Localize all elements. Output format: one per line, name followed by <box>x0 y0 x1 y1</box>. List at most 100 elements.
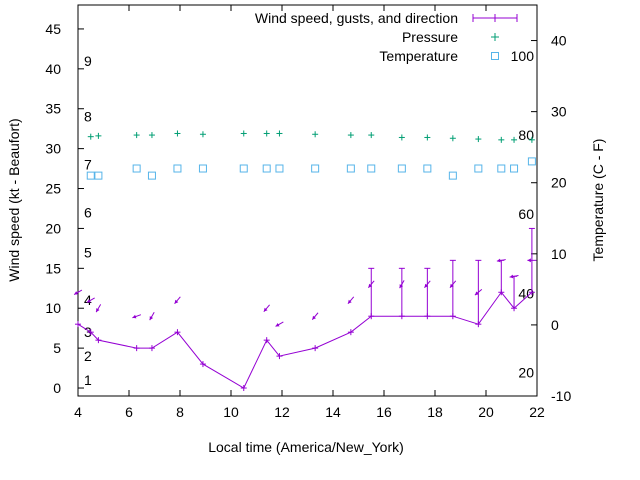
wind-speed-line <box>77 291 533 389</box>
wind-speed-point <box>475 321 482 328</box>
wind-speed-point <box>347 329 354 336</box>
wind-direction-arrow <box>509 274 519 279</box>
beaufort-label: 7 <box>84 157 92 173</box>
left-tick-label: 20 <box>45 220 61 236</box>
pressure-point <box>240 130 247 137</box>
right-tick-label: 20 <box>551 175 567 191</box>
wind-direction-arrow <box>95 304 102 313</box>
pressure-point <box>368 132 375 139</box>
wind-speed-point <box>148 345 155 352</box>
wind-direction-arrows <box>73 258 537 327</box>
x-tick-label: 8 <box>176 404 184 420</box>
left-tick-label: 45 <box>45 21 61 37</box>
legend-swatch-wind <box>472 14 518 22</box>
legend-label-wind: Wind speed, gusts, and direction <box>255 10 458 26</box>
pressure-point <box>498 136 505 143</box>
wind-direction-arrow <box>347 296 355 305</box>
temperature-point <box>262 164 271 173</box>
legend-label-temperature: Temperature <box>379 48 458 64</box>
x-tick-label: 14 <box>325 404 341 420</box>
wind-direction-arrow <box>174 296 181 305</box>
x-tick-label: 4 <box>74 404 82 420</box>
pressure-point <box>449 135 456 142</box>
fahrenheit-label: 40 <box>518 286 534 302</box>
x-tick-label: 22 <box>529 404 545 420</box>
wind-speed-point <box>174 329 181 336</box>
left-tick-label: 5 <box>53 340 61 356</box>
temperature-point <box>346 164 355 173</box>
wind-speed-point <box>75 321 81 328</box>
pressure-series <box>87 130 535 143</box>
wind-direction-arrow <box>275 321 284 327</box>
wind-speed-point <box>498 289 505 296</box>
temperature-point <box>86 171 95 180</box>
beaufort-label: 1 <box>84 372 92 388</box>
wind-direction-arrow <box>424 280 431 289</box>
wind-direction-arrow <box>399 280 405 289</box>
pressure-point <box>424 134 431 141</box>
legend-label-pressure: Pressure <box>402 29 458 45</box>
temperature-point <box>239 164 248 173</box>
wind-direction-arrow <box>86 297 95 303</box>
left-tick-label: 10 <box>45 300 61 316</box>
fahrenheit-scale-labels: 20 40 60 80 100 <box>511 48 535 380</box>
temperature-series <box>86 157 536 180</box>
temperature-point <box>173 164 182 173</box>
wind-direction-arrow <box>149 312 155 321</box>
wind-speed-point <box>240 385 247 392</box>
left-tick-label: 30 <box>45 141 61 157</box>
left-tick-label: 40 <box>45 61 61 77</box>
legend-swatch-pressure <box>491 33 499 41</box>
temperature-point <box>132 164 141 173</box>
wind-direction-arrow <box>132 314 142 319</box>
left-axis-ticks: 0 5 10 15 20 25 30 35 40 45 <box>45 21 84 396</box>
pressure-point <box>347 132 354 139</box>
wind-speed-point <box>87 329 94 336</box>
beaufort-label: 2 <box>84 348 92 364</box>
temperature-point <box>474 164 483 173</box>
temperature-point <box>275 164 284 173</box>
pressure-point <box>528 136 535 143</box>
wind-direction-arrow <box>73 289 83 295</box>
temperature-point <box>448 171 457 180</box>
right-tick-label: 30 <box>551 104 567 120</box>
beaufort-label: 8 <box>84 109 92 125</box>
pressure-point <box>511 136 518 143</box>
pressure-point <box>398 134 405 141</box>
legend: Wind speed, gusts, and direction Pressur… <box>255 10 518 64</box>
wind-speed-point <box>95 337 102 344</box>
temperature-point <box>423 164 432 173</box>
temperature-point <box>497 164 506 173</box>
left-tick-label: 25 <box>45 181 61 197</box>
wind-speed-point <box>528 289 535 296</box>
beaufort-label: 4 <box>84 292 92 308</box>
wind-speed-point <box>511 305 518 312</box>
wind-direction-arrow <box>263 304 270 312</box>
beaufort-label: 6 <box>84 204 92 220</box>
temperature-point <box>397 164 406 173</box>
x-tick-label: 10 <box>223 404 239 420</box>
pressure-point <box>133 132 140 139</box>
beaufort-label: 9 <box>84 53 92 69</box>
left-axis-label: Wind speed (kt - Beaufort) <box>6 118 22 281</box>
pressure-point <box>174 130 181 137</box>
beaufort-label: 5 <box>84 244 92 260</box>
pressure-point <box>148 132 155 139</box>
temperature-point <box>198 164 207 173</box>
temperature-point <box>367 164 376 173</box>
pressure-point <box>263 130 270 137</box>
plot-border <box>77 4 538 397</box>
x-tick-label: 12 <box>274 404 290 420</box>
wind-speed-point <box>312 345 319 352</box>
wind-direction-arrow <box>527 258 537 263</box>
left-tick-label: 15 <box>45 260 61 276</box>
wind-speed-point <box>398 313 405 320</box>
right-tick-label: -10 <box>551 388 571 404</box>
wind-gust-bars <box>368 227 535 325</box>
fahrenheit-label: 80 <box>518 127 534 143</box>
wind-speed-point <box>263 337 270 344</box>
x-axis-ticks: 4 6 8 10 12 14 16 18 20 22 <box>74 5 545 420</box>
temperature-point <box>311 164 320 173</box>
left-tick-label: 35 <box>45 101 61 117</box>
